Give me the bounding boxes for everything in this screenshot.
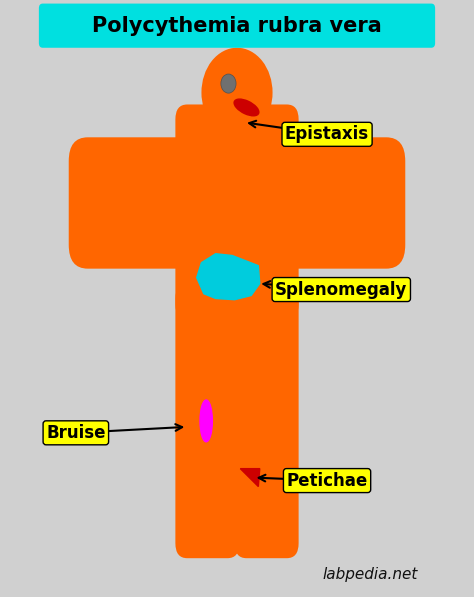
Text: Petichae: Petichae: [286, 472, 368, 490]
Circle shape: [201, 48, 273, 137]
Text: Epistaxis: Epistaxis: [285, 125, 369, 143]
Text: labpedia.net: labpedia.net: [322, 567, 418, 582]
Polygon shape: [240, 469, 260, 487]
Polygon shape: [197, 254, 260, 300]
Text: Splenomegaly: Splenomegaly: [275, 281, 408, 298]
Text: Polycythemia rubra vera: Polycythemia rubra vera: [92, 16, 382, 36]
FancyBboxPatch shape: [69, 137, 206, 269]
FancyBboxPatch shape: [268, 137, 405, 269]
Ellipse shape: [234, 99, 259, 116]
FancyBboxPatch shape: [39, 4, 435, 48]
Text: Bruise: Bruise: [46, 424, 106, 442]
FancyBboxPatch shape: [175, 104, 299, 319]
FancyBboxPatch shape: [175, 284, 239, 558]
Ellipse shape: [200, 400, 212, 442]
Circle shape: [221, 74, 236, 93]
FancyBboxPatch shape: [211, 104, 263, 152]
FancyBboxPatch shape: [235, 284, 299, 558]
